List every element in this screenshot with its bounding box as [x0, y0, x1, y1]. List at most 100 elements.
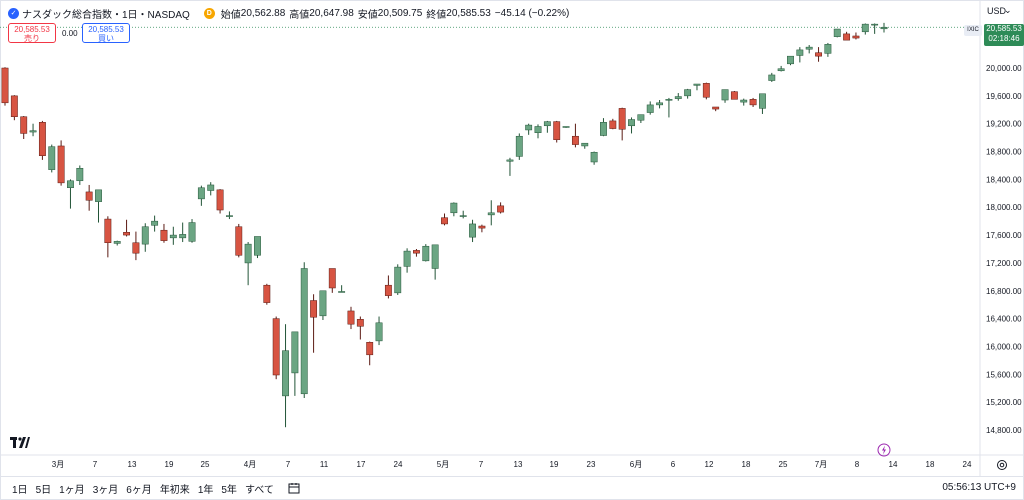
candle-up[interactable]: [600, 118, 607, 137]
candle-up[interactable]: [777, 65, 785, 72]
candle-down[interactable]: [843, 31, 851, 41]
candle-down[interactable]: [609, 118, 617, 130]
candle-down[interactable]: [57, 140, 65, 186]
candle-down[interactable]: [263, 283, 271, 305]
candle-down[interactable]: [852, 32, 860, 40]
candle-down[interactable]: [328, 268, 336, 293]
range-5d-button[interactable]: 5日: [35, 484, 52, 496]
candle-up[interactable]: [871, 23, 879, 34]
candle-up[interactable]: [141, 223, 149, 252]
candle-up[interactable]: [628, 117, 635, 134]
range-ytd-button[interactable]: 年初来: [159, 484, 190, 496]
candlestick-chart[interactable]: 14,800.00 15,200.00 15,600.00 16,000.00 16,4…: [0, 0, 1024, 476]
candle-down[interactable]: [497, 202, 505, 214]
sell-button[interactable]: 20,585.53 売り: [8, 23, 56, 43]
candle-up[interactable]: [693, 83, 701, 91]
candle-up[interactable]: [169, 226, 177, 245]
range-3m-button[interactable]: 3ヶ月: [92, 484, 119, 496]
candle-down[interactable]: [132, 231, 140, 261]
candle-up[interactable]: [394, 264, 402, 295]
candle-up[interactable]: [833, 28, 841, 38]
candle-up[interactable]: [291, 331, 299, 396]
candle-up[interactable]: [450, 202, 458, 217]
candle-down[interactable]: [310, 294, 318, 353]
candle-up[interactable]: [487, 200, 495, 226]
candle-down[interactable]: [85, 184, 93, 211]
clock-readout[interactable]: 05:56:13 UTC+9: [942, 482, 1016, 493]
candle-up[interactable]: [375, 316, 383, 346]
candle-down[interactable]: [235, 223, 243, 258]
candle-down[interactable]: [749, 97, 757, 107]
symbol-title[interactable]: ナスダック総合指数・1日・NASDAQ: [22, 9, 190, 21]
candle-up[interactable]: [824, 42, 832, 57]
currency-selector[interactable]: USD: [987, 6, 1007, 16]
candle-up[interactable]: [459, 210, 467, 219]
candle-up[interactable]: [759, 93, 766, 114]
candle-up[interactable]: [646, 101, 654, 115]
candle-down[interactable]: [730, 90, 738, 100]
candle-up[interactable]: [113, 240, 121, 246]
candle-up[interactable]: [197, 185, 205, 206]
candle-up[interactable]: [179, 222, 187, 243]
candle-up[interactable]: [469, 219, 476, 243]
candle-up[interactable]: [684, 88, 692, 99]
range-all-button[interactable]: すべて: [244, 484, 274, 496]
range-6m-button[interactable]: 6ヶ月: [126, 484, 152, 496]
flash-icon[interactable]: [877, 443, 891, 457]
candle-down[interactable]: [478, 224, 486, 233]
candle-up[interactable]: [861, 23, 869, 35]
candle-up[interactable]: [787, 55, 794, 66]
candle-down[interactable]: [413, 249, 420, 257]
candle-up[interactable]: [721, 89, 729, 103]
candle-up[interactable]: [188, 219, 196, 243]
candle-up[interactable]: [506, 157, 514, 176]
candle-up[interactable]: [543, 120, 551, 133]
candle-up[interactable]: [76, 165, 84, 185]
candle-up[interactable]: [207, 182, 215, 196]
delayed-data-badge[interactable]: D: [203, 7, 215, 19]
candle-down[interactable]: [160, 223, 168, 243]
candle-down[interactable]: [216, 189, 224, 214]
candle-down[interactable]: [571, 123, 579, 148]
candle-up[interactable]: [805, 45, 813, 54]
candle-down[interactable]: [272, 316, 280, 380]
candle-down[interactable]: [553, 120, 561, 143]
candle-up[interactable]: [515, 133, 523, 160]
chevron-down-icon[interactable]: ⌄: [1004, 5, 1012, 15]
candle-up[interactable]: [880, 22, 888, 33]
candle-up[interactable]: [254, 236, 261, 259]
candle-down[interactable]: [123, 219, 130, 237]
candle-up[interactable]: [562, 126, 570, 128]
range-1y-button[interactable]: 1年: [197, 484, 214, 496]
tradingview-logo-icon[interactable]: [10, 437, 30, 448]
candle-up[interactable]: [796, 47, 804, 63]
candle-up[interactable]: [674, 93, 682, 101]
candle-up[interactable]: [656, 100, 664, 109]
candle-up[interactable]: [525, 123, 533, 135]
candle-up[interactable]: [422, 244, 430, 262]
calendar-icon[interactable]: [288, 482, 300, 494]
candle-down[interactable]: [10, 95, 18, 121]
candle-up[interactable]: [48, 144, 56, 173]
candle-up[interactable]: [768, 72, 776, 82]
candle-down[interactable]: [702, 82, 710, 100]
candle-down[interactable]: [38, 120, 46, 160]
candle-up[interactable]: [665, 97, 673, 118]
candle-up[interactable]: [740, 98, 748, 106]
range-5y-button[interactable]: 5年: [221, 484, 237, 496]
candle-up[interactable]: [225, 211, 233, 220]
candle-down[interactable]: [712, 106, 720, 112]
candle-down[interactable]: [1, 67, 9, 106]
candle-up[interactable]: [590, 151, 598, 165]
candle-up[interactable]: [282, 324, 289, 428]
candle-up[interactable]: [637, 114, 645, 123]
candle-down[interactable]: [366, 341, 374, 366]
candle-down[interactable]: [356, 316, 364, 340]
candle-down[interactable]: [384, 275, 392, 299]
candle-up[interactable]: [67, 179, 74, 209]
candle-up[interactable]: [244, 242, 252, 286]
candle-down[interactable]: [618, 107, 626, 141]
candle-up[interactable]: [403, 248, 411, 273]
buy-button[interactable]: 20,585.53 買い: [82, 23, 130, 43]
candle-up[interactable]: [95, 189, 102, 223]
